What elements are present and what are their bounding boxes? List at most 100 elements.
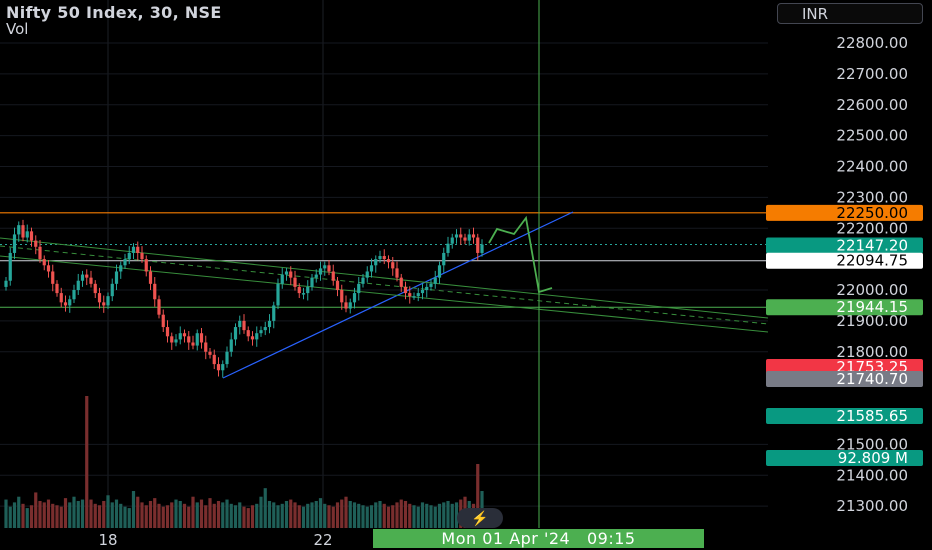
volume-bar (267, 500, 272, 528)
volume-bar (276, 505, 280, 528)
y-tick-label: 22000.00 (836, 281, 908, 299)
volume-bar (12, 502, 17, 528)
volume-bar (55, 505, 59, 528)
channel-line-upper (0, 237, 769, 319)
candle-body (276, 283, 280, 306)
candle-body (127, 252, 131, 260)
candle-body (403, 286, 408, 294)
price-label-bg (766, 252, 923, 269)
candle-body (93, 283, 97, 294)
volume-bar (233, 505, 238, 528)
candle-body (8, 252, 12, 281)
volume-bar (191, 496, 195, 528)
candle-body (123, 259, 127, 266)
candle-body (140, 252, 144, 260)
candle-body (416, 293, 420, 297)
volume-bar (399, 499, 403, 528)
candle-body (68, 299, 72, 306)
volume-bar (59, 506, 63, 528)
volume-bar (174, 499, 178, 528)
channel-line-lower (0, 255, 769, 333)
price-axis[interactable]: 22800.00 22700.00 22600.00 22500.00 22400.00… (766, 34, 923, 515)
candle-body (25, 231, 29, 238)
candle-body (153, 283, 157, 300)
candle-body (395, 268, 399, 278)
y-tick-label: 22600.00 (836, 96, 908, 114)
candle-body (386, 259, 391, 263)
candle-body (157, 299, 161, 315)
candle-body (144, 259, 148, 272)
candle-body (110, 283, 114, 297)
volume-bar (361, 505, 365, 528)
volume-bar (408, 503, 412, 528)
candle-body (331, 271, 335, 281)
price-label-text: 21740.70 (836, 370, 908, 388)
candle-body (323, 265, 327, 269)
volume-bar (204, 505, 208, 528)
candle-body (195, 333, 199, 346)
candle-body (318, 268, 323, 275)
candle-body (348, 302, 352, 309)
time-axis[interactable]: 18 22 (98, 531, 332, 549)
y-tick-label: 21500.00 (836, 435, 908, 453)
candle-body (178, 333, 182, 340)
volume-bar (297, 505, 301, 528)
volume-bar (412, 505, 416, 528)
candle-body (412, 296, 416, 298)
candle-body (51, 271, 55, 284)
currency-button[interactable]: INR (777, 3, 923, 24)
candle-body (72, 290, 76, 300)
candle-body (446, 243, 450, 253)
volume-bar (314, 500, 318, 528)
price-label: 21585.65 (766, 407, 923, 425)
candle-body (259, 330, 263, 334)
volume-bar (123, 506, 127, 528)
candle-body (314, 274, 318, 278)
price-label: 92.809 M (766, 449, 923, 467)
price-label-bg (766, 204, 923, 221)
volume-bar (106, 495, 110, 528)
candle-body (89, 277, 93, 284)
candle-body (442, 252, 446, 266)
candle-body (280, 274, 284, 284)
volume-bar (110, 502, 114, 528)
candle-body (229, 339, 233, 352)
price-label-bg (766, 237, 923, 254)
candle-body (471, 234, 476, 238)
candle-body (216, 364, 221, 371)
volume-bar (195, 502, 199, 528)
price-label-bg (766, 371, 923, 387)
candle-body (476, 237, 480, 253)
volume-bar (289, 499, 293, 528)
candle-body (208, 351, 212, 355)
volume-bar (21, 503, 25, 528)
lightning-icon[interactable]: ⚡ (457, 508, 503, 528)
candle-body (21, 225, 25, 238)
volume-bar (221, 502, 225, 528)
y-tick-label: 21400.00 (836, 466, 908, 484)
candle-body (250, 336, 255, 340)
volume-bar (153, 498, 157, 528)
candle-body (199, 333, 204, 343)
volume-bar (357, 503, 361, 528)
volume-bar (420, 502, 425, 528)
candle-body (29, 231, 34, 241)
volume-bar (391, 505, 395, 528)
volume-bar (72, 496, 76, 528)
price-label-text: 22094.75 (836, 252, 908, 270)
candle-body (114, 271, 119, 284)
volume-bar (114, 499, 119, 528)
candle-body (76, 280, 80, 290)
y-tick-label: 22400.00 (836, 158, 908, 176)
candle-body (340, 290, 344, 303)
candle-body (378, 256, 382, 260)
candle-body (306, 286, 310, 294)
volume-bar (425, 503, 429, 528)
volume-bar (301, 506, 306, 528)
candle-body (463, 237, 467, 241)
candle-body (382, 256, 386, 260)
drawings[interactable] (0, 211, 769, 379)
volume-bar (4, 499, 8, 528)
candle-body (55, 283, 59, 294)
